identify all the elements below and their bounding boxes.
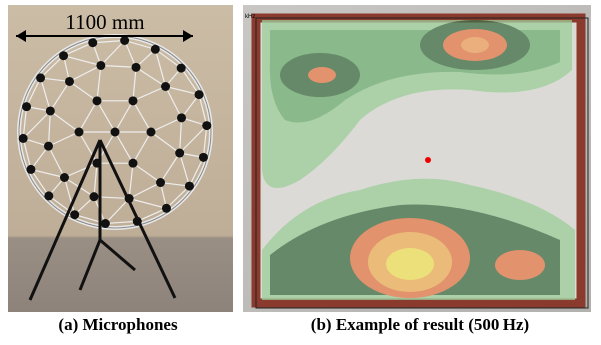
microphone [101,219,110,228]
caption: (b) Example of result (500 Hz) [311,315,529,334]
microphone [44,191,53,200]
microphone [202,121,211,130]
page: 1100 mm kHz (a) Microphones (b) Example … [0,0,601,345]
figure: 1100 mm kHz (a) Microphones (b) Example … [0,0,601,345]
microphone [156,178,165,187]
microphone [89,192,98,201]
microphone [175,149,184,158]
microphone [59,51,68,60]
microphone [26,165,35,174]
microphone [151,45,160,54]
caption: (a) Microphones [58,315,178,334]
microphone [44,142,53,151]
photo-microphones: 1100 mm [8,5,233,312]
microphone [88,38,97,47]
microphone [177,113,186,122]
microphone [75,128,84,137]
microphone [46,106,55,115]
microphone [161,82,170,91]
microphone [96,61,105,70]
dimension-label: 1100 mm [65,10,144,34]
microphone [111,128,120,137]
photo-result: kHz [243,5,591,312]
microphone [93,96,102,105]
microphone [129,96,138,105]
microphone [162,204,171,213]
microphone [36,73,45,82]
microphone [70,210,79,219]
microphone [199,153,208,162]
microphone [22,102,31,111]
microphone [60,173,69,182]
marker [425,157,431,163]
unit-label: kHz [245,14,255,20]
microphone [129,159,138,168]
microphone [147,128,156,137]
microphone [132,63,141,72]
microphone [120,36,129,45]
microphone [185,182,194,191]
microphone [65,77,74,86]
microphone [195,90,204,99]
microphone [19,134,28,143]
microphone [177,64,186,73]
